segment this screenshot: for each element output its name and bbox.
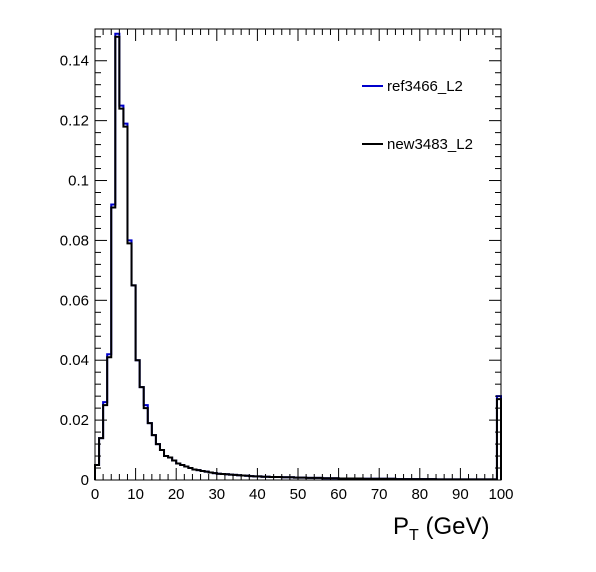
- tick-labels: 0 10 20 30 40 50 60 70 80 90 100 0 0.02 0.04 0.06 0.08 0…: [60, 53, 514, 503]
- y-tick-label: 0.06: [60, 292, 89, 309]
- legend-label-new3483_L2: new3483_L2: [387, 136, 473, 153]
- x-tick-label: 80: [411, 486, 428, 503]
- x-axis-title: PT (GeV): [393, 513, 489, 544]
- legend: ref3466_L2 new3483_L2: [362, 78, 473, 153]
- x-tick-label: 20: [168, 486, 185, 503]
- x-tick-label: 10: [127, 486, 144, 503]
- y-tick-label: 0.1: [68, 173, 89, 190]
- x-tick-label: 90: [452, 486, 469, 503]
- y-tick-label: 0.08: [60, 232, 89, 249]
- x-tick-label: 60: [330, 486, 347, 503]
- y-tick-label: 0.14: [60, 53, 89, 70]
- x-tick-label: 30: [208, 486, 225, 503]
- x-tick-label: 100: [488, 486, 513, 503]
- y-tick-label: 0.02: [60, 412, 89, 429]
- x-axis-title-main: P: [393, 513, 409, 540]
- legend-label-ref3466_L2: ref3466_L2: [387, 78, 463, 95]
- y-tick-label: 0: [81, 472, 89, 489]
- x-axis-title-unit: (GeV): [419, 513, 490, 540]
- y-tick-label: 0.04: [60, 352, 89, 369]
- x-axis-title-subscript: T: [409, 527, 419, 544]
- x-tick-label: 50: [290, 486, 307, 503]
- x-tick-label: 40: [249, 486, 266, 503]
- axis-ticks: [94, 29, 502, 481]
- x-tick-label: 0: [91, 486, 99, 503]
- y-tick-label: 0.12: [60, 113, 89, 130]
- x-tick-label: 70: [371, 486, 388, 503]
